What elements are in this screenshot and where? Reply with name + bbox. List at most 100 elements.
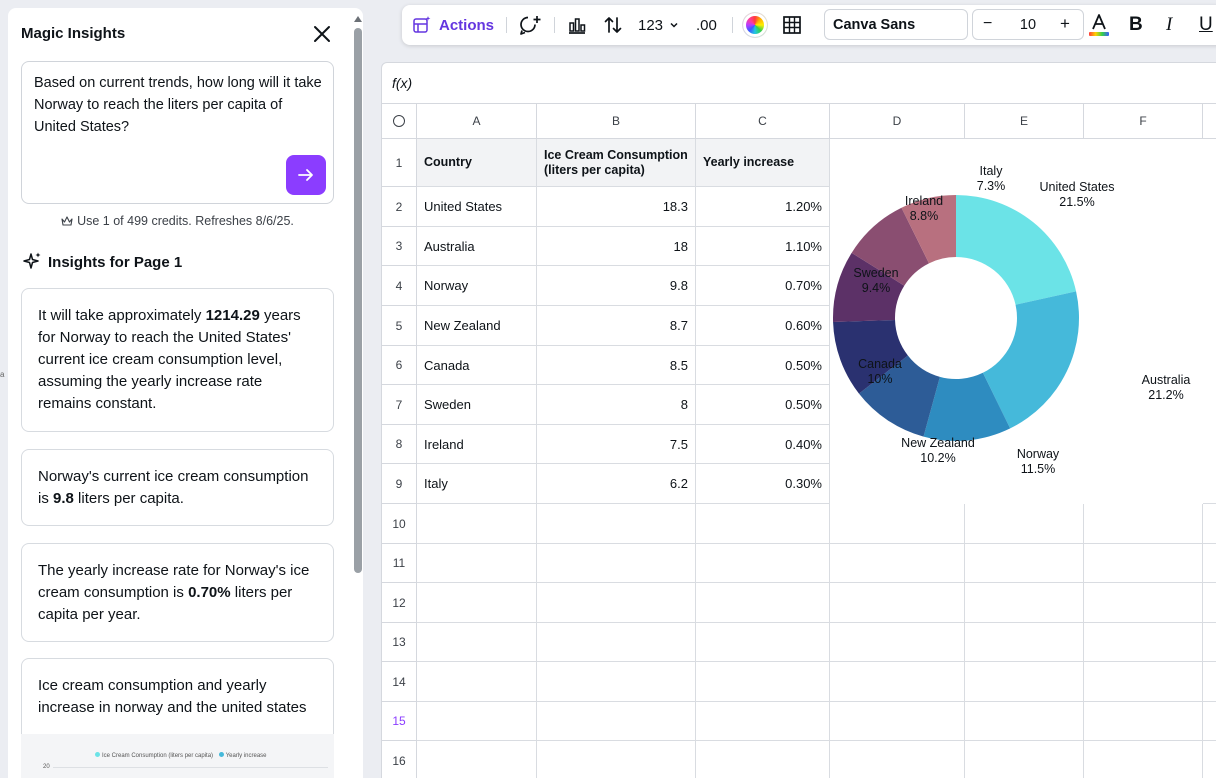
empty-cell[interactable] — [537, 504, 696, 544]
empty-cell[interactable] — [417, 623, 537, 662]
empty-cell[interactable] — [537, 662, 696, 702]
empty-cell[interactable] — [537, 741, 696, 778]
column-header-a[interactable]: A — [417, 104, 537, 139]
empty-cell[interactable] — [965, 504, 1084, 544]
data-cell[interactable]: Australia — [417, 227, 537, 266]
donut-slice-canada[interactable] — [833, 320, 908, 394]
row-header-12[interactable]: 12 — [382, 583, 417, 623]
empty-cell[interactable] — [1203, 464, 1216, 504]
column-header-d[interactable]: D — [830, 104, 965, 139]
text-color-button[interactable] — [1088, 5, 1110, 45]
data-cell[interactable]: 8.5 — [537, 346, 696, 385]
empty-cell[interactable] — [696, 544, 830, 583]
row-header-10[interactable]: 10 — [382, 504, 417, 544]
empty-cell[interactable] — [1084, 662, 1203, 702]
empty-cell[interactable] — [696, 504, 830, 544]
data-cell[interactable]: 0.50% — [696, 346, 830, 385]
empty-cell[interactable] — [537, 623, 696, 662]
header-cell[interactable]: Yearly increase — [696, 139, 830, 187]
empty-cell[interactable] — [417, 662, 537, 702]
empty-cell[interactable] — [965, 544, 1084, 583]
italic-button[interactable]: I — [1166, 14, 1173, 35]
column-header-partial[interactable] — [1203, 104, 1216, 139]
header-cell[interactable]: Ice Cream Consumption (liters per capita… — [537, 139, 696, 187]
empty-cell[interactable] — [830, 741, 965, 778]
increase-font-size-button[interactable]: + — [1060, 14, 1070, 33]
empty-cell[interactable] — [696, 583, 830, 623]
column-header-c[interactable]: C — [696, 104, 830, 139]
submit-question-button[interactable] — [286, 155, 326, 195]
question-text[interactable]: Based on current trends, how long will i… — [34, 75, 322, 135]
data-cell[interactable]: 18.3 — [537, 187, 696, 227]
empty-cell[interactable] — [965, 741, 1084, 778]
borders-button[interactable] — [781, 5, 803, 45]
data-cell[interactable]: Sweden — [417, 385, 537, 425]
data-cell[interactable]: 0.30% — [696, 464, 830, 504]
underline-button[interactable]: U — [1199, 14, 1213, 35]
row-header-8[interactable]: 8 — [382, 425, 417, 464]
donut-slice-norway[interactable] — [923, 372, 1011, 441]
empty-cell[interactable] — [417, 544, 537, 583]
row-header-1[interactable]: 1 — [382, 139, 417, 187]
row-header-6[interactable]: 6 — [382, 346, 417, 385]
color-picker-button[interactable] — [743, 5, 767, 45]
data-cell[interactable]: 1.20% — [696, 187, 830, 227]
empty-cell[interactable] — [417, 741, 537, 778]
row-header-5[interactable]: 5 — [382, 306, 417, 346]
empty-cell[interactable] — [696, 702, 830, 741]
empty-cell[interactable] — [1203, 544, 1216, 583]
data-cell[interactable]: Italy — [417, 464, 537, 504]
data-cell[interactable]: 8.7 — [537, 306, 696, 346]
scroll-up-arrow[interactable] — [354, 16, 362, 22]
close-panel-button[interactable] — [312, 24, 332, 44]
insight-card[interactable]: Norway's current ice cream consumption i… — [21, 449, 334, 526]
insight-card[interactable]: The yearly increase rate for Norway's ic… — [21, 543, 334, 642]
empty-cell[interactable] — [537, 702, 696, 741]
empty-cell[interactable] — [1203, 702, 1216, 741]
row-header-4[interactable]: 4 — [382, 266, 417, 306]
number-format-dropdown[interactable]: 123 — [638, 5, 679, 45]
empty-cell[interactable] — [537, 583, 696, 623]
data-cell[interactable]: 1.10% — [696, 227, 830, 266]
row-header-14[interactable]: 14 — [382, 662, 417, 702]
decimal-places-button[interactable]: .00 — [696, 5, 717, 45]
header-cell[interactable]: Country — [417, 139, 537, 187]
empty-cell[interactable] — [1203, 623, 1216, 662]
row-header-11[interactable]: 11 — [382, 544, 417, 583]
data-cell[interactable]: United States — [417, 187, 537, 227]
column-header-f[interactable]: F — [1084, 104, 1203, 139]
empty-cell[interactable] — [1084, 583, 1203, 623]
data-cell[interactable]: 0.70% — [696, 266, 830, 306]
empty-cell[interactable] — [1084, 623, 1203, 662]
donut-slice-italy[interactable] — [901, 195, 956, 264]
question-input[interactable]: Based on current trends, how long will i… — [21, 61, 334, 204]
empty-cell[interactable] — [830, 544, 965, 583]
decrease-font-size-button[interactable]: − — [983, 15, 993, 32]
empty-cell[interactable] — [830, 504, 965, 544]
data-cell[interactable]: 8 — [537, 385, 696, 425]
chart-insert-button[interactable] — [566, 5, 588, 45]
empty-cell[interactable] — [1203, 583, 1216, 623]
bold-button[interactable]: B — [1129, 14, 1143, 35]
data-cell[interactable]: 9.8 — [537, 266, 696, 306]
empty-cell[interactable] — [537, 544, 696, 583]
row-header-13[interactable]: 13 — [382, 623, 417, 662]
empty-cell[interactable] — [696, 662, 830, 702]
empty-cell[interactable] — [417, 702, 537, 741]
empty-cell[interactable] — [965, 623, 1084, 662]
empty-cell[interactable] — [830, 623, 965, 662]
row-header-7[interactable]: 7 — [382, 385, 417, 425]
empty-cell[interactable] — [965, 662, 1084, 702]
actions-button[interactable]: Actions — [412, 5, 494, 45]
empty-cell[interactable] — [965, 583, 1084, 623]
empty-cell[interactable] — [1203, 741, 1216, 778]
comment-button[interactable] — [518, 5, 542, 45]
donut-slice-australia[interactable] — [982, 291, 1079, 429]
data-cell[interactable]: 7.5 — [537, 425, 696, 464]
empty-cell[interactable] — [417, 583, 537, 623]
donut-slice-new-zealand[interactable] — [858, 355, 940, 437]
empty-cell[interactable] — [830, 702, 965, 741]
row-header-9[interactable]: 9 — [382, 464, 417, 504]
empty-cell[interactable] — [1203, 662, 1216, 702]
column-header-b[interactable]: B — [537, 104, 696, 139]
